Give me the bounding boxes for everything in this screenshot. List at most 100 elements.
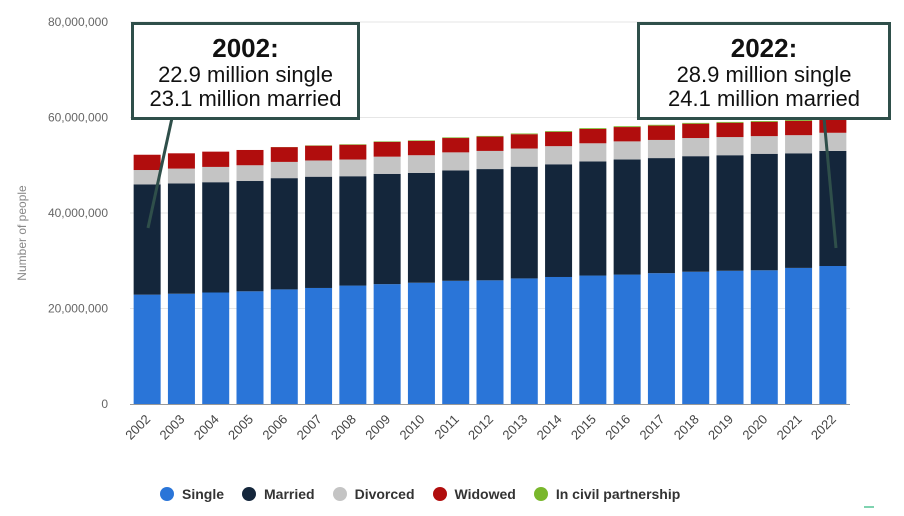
bar-divorced[interactable] xyxy=(236,165,264,182)
bar-single[interactable] xyxy=(339,285,367,404)
bar-married[interactable] xyxy=(647,158,675,274)
bar-married[interactable] xyxy=(579,161,607,276)
bar-widowed[interactable] xyxy=(202,151,230,167)
bar-in-civil-partnership[interactable] xyxy=(579,128,607,129)
bar-married[interactable] xyxy=(785,153,813,268)
bar-married[interactable] xyxy=(750,153,778,271)
bar-divorced[interactable] xyxy=(202,166,230,183)
bar-single[interactable] xyxy=(373,284,401,404)
bar-single[interactable] xyxy=(476,280,504,404)
bar-married[interactable] xyxy=(373,173,401,285)
bar-widowed[interactable] xyxy=(270,147,298,162)
bar-widowed[interactable] xyxy=(236,149,264,166)
bar-single[interactable] xyxy=(819,266,847,404)
bar-married[interactable] xyxy=(545,164,573,277)
bar-divorced[interactable] xyxy=(373,156,401,174)
bar-widowed[interactable] xyxy=(339,144,367,160)
bar-widowed[interactable] xyxy=(750,121,778,137)
bar-married[interactable] xyxy=(476,169,504,281)
bar-in-civil-partnership[interactable] xyxy=(682,122,710,124)
bar-widowed[interactable] xyxy=(716,122,744,138)
bar-widowed[interactable] xyxy=(476,136,504,151)
bar-divorced[interactable] xyxy=(167,168,195,184)
bar-married[interactable] xyxy=(613,159,641,275)
bar-divorced[interactable] xyxy=(305,160,333,177)
bar-single[interactable] xyxy=(305,287,333,404)
legend-item-widowed[interactable]: Widowed xyxy=(432,486,516,502)
bar-in-civil-partnership[interactable] xyxy=(613,126,641,128)
bar-single[interactable] xyxy=(785,267,813,404)
bar-divorced[interactable] xyxy=(510,148,538,167)
bar-divorced[interactable] xyxy=(270,161,298,179)
bar-widowed[interactable] xyxy=(373,141,401,157)
bar-married[interactable] xyxy=(305,176,333,288)
bar-married[interactable] xyxy=(202,182,230,293)
bar-married[interactable] xyxy=(167,183,195,294)
bar-divorced[interactable] xyxy=(442,152,470,171)
bar-single[interactable] xyxy=(236,291,264,404)
bar-in-civil-partnership[interactable] xyxy=(476,135,504,137)
bar-single[interactable] xyxy=(167,293,195,404)
bar-single[interactable] xyxy=(442,280,470,404)
bar-divorced[interactable] xyxy=(407,155,435,173)
bar-in-civil-partnership[interactable] xyxy=(647,124,675,126)
bar-divorced[interactable] xyxy=(579,143,607,162)
bar-widowed[interactable] xyxy=(442,138,470,153)
bar-widowed[interactable] xyxy=(647,125,675,140)
bar-in-civil-partnership[interactable] xyxy=(716,121,744,123)
bar-widowed[interactable] xyxy=(613,127,641,142)
bar-widowed[interactable] xyxy=(407,140,435,156)
bar-widowed[interactable] xyxy=(510,134,538,149)
bar-divorced[interactable] xyxy=(716,137,744,156)
bar-widowed[interactable] xyxy=(133,154,161,171)
bar-married[interactable] xyxy=(270,178,298,290)
bar-divorced[interactable] xyxy=(339,159,367,177)
bar-in-civil-partnership[interactable] xyxy=(407,140,435,141)
bar-widowed[interactable] xyxy=(785,120,813,136)
bar-divorced[interactable] xyxy=(545,146,573,165)
bar-married[interactable] xyxy=(682,156,710,272)
bar-divorced[interactable] xyxy=(750,136,778,154)
bar-single[interactable] xyxy=(579,275,607,404)
bar-single[interactable] xyxy=(682,271,710,404)
bar-divorced[interactable] xyxy=(476,150,504,170)
bar-divorced[interactable] xyxy=(682,138,710,157)
bar-in-civil-partnership[interactable] xyxy=(510,133,538,135)
bar-in-civil-partnership[interactable] xyxy=(442,137,470,139)
bar-single[interactable] xyxy=(545,276,573,404)
bar-married[interactable] xyxy=(339,176,367,286)
bar-in-civil-partnership[interactable] xyxy=(785,120,813,121)
bar-divorced[interactable] xyxy=(613,141,641,160)
bar-single[interactable] xyxy=(202,292,230,404)
bar-single[interactable] xyxy=(510,278,538,404)
bar-widowed[interactable] xyxy=(682,123,710,139)
bar-single[interactable] xyxy=(613,274,641,404)
bar-single[interactable] xyxy=(750,270,778,404)
bar-divorced[interactable] xyxy=(647,139,675,159)
bar-single[interactable] xyxy=(407,282,435,404)
bar-married[interactable] xyxy=(236,181,264,292)
bar-single[interactable] xyxy=(270,289,298,404)
legend-item-single[interactable]: Single xyxy=(160,486,224,502)
legend-item-divorced[interactable]: Divorced xyxy=(332,486,415,502)
bar-married[interactable] xyxy=(133,184,161,295)
bar-single[interactable] xyxy=(133,294,161,404)
bar-married[interactable] xyxy=(407,172,435,283)
bar-divorced[interactable] xyxy=(819,132,847,151)
bar-divorced[interactable] xyxy=(133,170,161,185)
bar-widowed[interactable] xyxy=(305,145,333,161)
bar-widowed[interactable] xyxy=(545,131,573,147)
bar-widowed[interactable] xyxy=(579,128,607,144)
bar-divorced[interactable] xyxy=(785,135,813,154)
bar-in-civil-partnership[interactable] xyxy=(545,131,573,132)
bar-married[interactable] xyxy=(510,166,538,279)
bar-married[interactable] xyxy=(716,155,744,271)
bar-single[interactable] xyxy=(716,270,744,404)
bar-single[interactable] xyxy=(647,273,675,404)
legend-item-married[interactable]: Married xyxy=(242,486,315,502)
bar-widowed[interactable] xyxy=(167,153,195,169)
legend-item-civil-partnership[interactable]: In civil partnership xyxy=(533,486,680,502)
bar-in-civil-partnership[interactable] xyxy=(373,141,401,142)
bar-married[interactable] xyxy=(442,170,470,281)
bar-in-civil-partnership[interactable] xyxy=(750,120,778,122)
